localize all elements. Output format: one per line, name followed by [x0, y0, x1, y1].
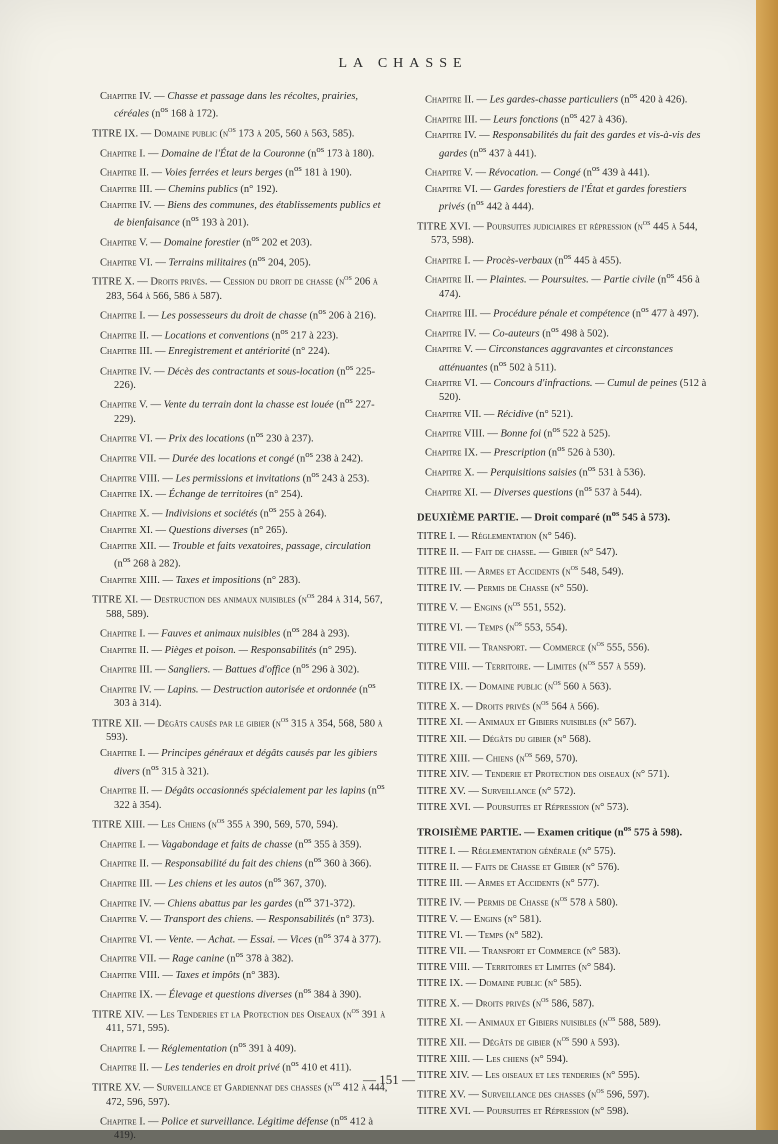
- toc-titre-entry: TITRE IX. — Domaine public (n° 585).: [417, 977, 714, 991]
- toc-chapitre-entry: Chapitre VI. — Concours d'infractions. —…: [417, 377, 714, 405]
- toc-titre-entry: TITRE X. — Droits privés. — Cession du d…: [92, 272, 389, 304]
- toc-titre-entry: TITRE X. — Droits privés (nos 564 à 566)…: [417, 697, 714, 715]
- toc-titre-entry: TITRE V. — Engins (n° 581).: [417, 913, 714, 927]
- page-number: — 151 —: [0, 1072, 778, 1088]
- toc-chapitre-entry: Chapitre III. — Les chiens et les autos …: [92, 874, 389, 892]
- toc-chapitre-entry: Chapitre IV. — Décès des contractants et…: [92, 362, 389, 394]
- toc-chapitre-entry: Chapitre V. — Domaine forestier (nos 202…: [92, 233, 389, 251]
- toc-chapitre-entry: Chapitre II. — Voies ferrées et leurs be…: [92, 163, 389, 181]
- toc-titre-entry: TITRE VIII. — Territoire. — Limites (nos…: [417, 657, 714, 675]
- toc-chapitre-entry: Chapitre III. — Leurs fonctions (nos 427…: [417, 110, 714, 128]
- toc-titre-entry: TITRE IV. — Permis de Chasse (nos 578 à …: [417, 893, 714, 911]
- toc-titre-entry: TITRE XII. — Dégâts causés par le gibier…: [92, 714, 389, 746]
- toc-chapitre-entry: Chapitre I. — Procès-verbaux (nos 445 à …: [417, 251, 714, 269]
- toc-chapitre-entry: Chapitre VII. — Récidive (n° 521).: [417, 408, 714, 422]
- toc-titre-entry: TITRE I. — Réglementation (n° 546).: [417, 530, 714, 544]
- toc-chapitre-entry: Chapitre VIII. — Les permissions et invi…: [92, 469, 389, 487]
- toc-chapitre-entry: Chapitre II. — Dégâts occasionnés spécia…: [92, 781, 389, 813]
- toc-chapitre-entry: Chapitre IV. — Responsabilités du fait d…: [417, 129, 714, 161]
- toc-titre-entry: TITRE VI. — Temps (n° 582).: [417, 929, 714, 943]
- toc-titre-entry: TITRE XVI. — Poursuites judiciaires et r…: [417, 217, 714, 249]
- toc-titre-entry: TITRE II. — Fait de chasse. — Gibier (n°…: [417, 546, 714, 560]
- toc-titre-entry: TITRE XIV. — Les Tenderies et la Protect…: [92, 1005, 389, 1037]
- toc-chapitre-entry: Chapitre III. — Procédure pénale et comp…: [417, 304, 714, 322]
- toc-titre-entry: TITRE XIII. — Les chiens (n° 594).: [417, 1053, 714, 1067]
- toc-chapitre-entry: Chapitre II. — Pièges et poison. — Respo…: [92, 644, 389, 658]
- book-page: LA CHASSE Chapitre IV. — Chasse et passa…: [0, 0, 778, 1130]
- toc-titre-entry: TITRE XV. — Surveillance (n° 572).: [417, 785, 714, 799]
- toc-chapitre-entry: Chapitre IV. — Chiens abattus par les ga…: [92, 894, 389, 912]
- toc-chapitre-entry: Chapitre X. — Indivisions et sociétés (n…: [92, 504, 389, 522]
- toc-chapitre-entry: Chapitre VII. — Rage canine (nos 378 à 3…: [92, 949, 389, 967]
- toc-chapitre-entry: Chapitre IV. — Chasse et passage dans le…: [92, 90, 389, 122]
- toc-chapitre-entry: Chapitre IX. — Prescription (nos 526 à 5…: [417, 443, 714, 461]
- toc-chapitre-entry: Chapitre III. — Chemins publics (n° 192)…: [92, 183, 389, 197]
- toc-chapitre-entry: Chapitre IX. — Élevage et questions dive…: [92, 985, 389, 1003]
- toc-chapitre-entry: Chapitre V. — Circonstances aggravantes …: [417, 343, 714, 375]
- toc-chapitre-entry: Chapitre VI. — Gardes forestiers de l'Ét…: [417, 183, 714, 215]
- toc-titre-entry: TITRE XIV. — Tenderie et Protection des …: [417, 768, 714, 782]
- toc-titre-entry: TITRE I. — Réglementation générale (n° 5…: [417, 845, 714, 859]
- toc-chapitre-entry: Chapitre VII. — Durée des locations et c…: [92, 449, 389, 467]
- toc-titre-entry: TITRE IV. — Permis de Chasse (n° 550).: [417, 582, 714, 596]
- toc-titre-entry: TITRE XII. — Dégâts de gibier (nos 590 à…: [417, 1033, 714, 1051]
- toc-titre-entry: TITRE XIII. — Chiens (nos 569, 570).: [417, 749, 714, 767]
- toc-chapitre-entry: Chapitre II. — Responsabilité du fait de…: [92, 854, 389, 872]
- toc-chapitre-entry: Chapitre I. — Principes généraux et dégâ…: [92, 747, 389, 779]
- toc-titre-entry: TITRE V. — Engins (nos 551, 552).: [417, 598, 714, 616]
- toc-chapitre-entry: Chapitre I. — Réglementation (nos 391 à …: [92, 1039, 389, 1057]
- toc-titre-entry: TITRE XIII. — Les Chiens (nos 355 à 390,…: [92, 815, 389, 833]
- toc-titre-entry: TITRE II. — Faits de Chasse et Gibier (n…: [417, 861, 714, 875]
- toc-titre-entry: TITRE XVI. — Poursuites et Répression (n…: [417, 801, 714, 815]
- toc-chapitre-entry: Chapitre XI. — Questions diverses (n° 26…: [92, 524, 389, 538]
- toc-chapitre-entry: Chapitre I. — Fauves et animaux nuisible…: [92, 624, 389, 642]
- toc-chapitre-entry: Chapitre IX. — Échange de territoires (n…: [92, 488, 389, 502]
- toc-titre-entry: TITRE VIII. — Territoires et Limites (n°…: [417, 961, 714, 975]
- toc-chapitre-entry: Chapitre VIII. — Bonne foi (nos 522 à 52…: [417, 424, 714, 442]
- toc-chapitre-entry: Chapitre VI. — Vente. — Achat. — Essai. …: [92, 930, 389, 948]
- toc-chapitre-entry: Chapitre V. — Révocation. — Congé (nos 4…: [417, 163, 714, 181]
- toc-titre-entry: TITRE XI. — Animaux et Gibiers nuisibles…: [417, 1013, 714, 1031]
- toc-chapitre-entry: Chapitre I. — Police et surveillance. Lé…: [92, 1112, 389, 1144]
- toc-part-heading: TROISIÈME PARTIE. — Examen critique (nos…: [417, 823, 714, 841]
- toc-chapitre-entry: Chapitre I. — Les possesseurs du droit d…: [92, 306, 389, 324]
- toc-titre-entry: TITRE IX. — Domaine public (nos 560 à 56…: [417, 677, 714, 695]
- toc-chapitre-entry: Chapitre VIII. — Taxes et impôts (n° 383…: [92, 969, 389, 983]
- toc-chapitre-entry: Chapitre II. — Plaintes. — Poursuites. —…: [417, 270, 714, 302]
- toc-titre-entry: TITRE XVI. — Poursuites et Répression (n…: [417, 1105, 714, 1119]
- toc-chapitre-entry: Chapitre XIII. — Taxes et impositions (n…: [92, 574, 389, 588]
- toc-chapitre-entry: Chapitre III. — Enregistrement et antéri…: [92, 345, 389, 359]
- toc-chapitre-entry: Chapitre II. — Les gardes-chasse particu…: [417, 90, 714, 108]
- toc-chapitre-entry: Chapitre VI. — Terrains militaires (nos …: [92, 253, 389, 271]
- toc-chapitre-entry: Chapitre IV. — Biens des communes, des é…: [92, 199, 389, 231]
- toc-titre-entry: TITRE XI. — Destruction des animaux nuis…: [92, 590, 389, 622]
- toc-chapitre-entry: Chapitre I. — Vagabondage et faits de ch…: [92, 835, 389, 853]
- toc-chapitre-entry: Chapitre XI. — Diverses questions (nos 5…: [417, 483, 714, 501]
- toc-titre-entry: TITRE XII. — Dégâts du gibier (n° 568).: [417, 733, 714, 747]
- toc-chapitre-entry: Chapitre II. — Locations et conventions …: [92, 326, 389, 344]
- running-head: LA CHASSE: [92, 56, 714, 72]
- book-spine: [756, 0, 778, 1130]
- toc-titre-entry: TITRE X. — Droits privés (nos 586, 587).: [417, 994, 714, 1012]
- toc-titre-entry: TITRE III. — Armes et Accidents (nos 548…: [417, 562, 714, 580]
- toc-titre-entry: TITRE XI. — Animaux et Gibiers nuisibles…: [417, 716, 714, 730]
- toc-chapitre-entry: Chapitre IV. — Co-auteurs (nos 498 à 502…: [417, 324, 714, 342]
- toc-titre-entry: TITRE VII. — Transport et Commerce (n° 5…: [417, 945, 714, 959]
- toc-chapitre-entry: Chapitre XII. — Trouble et faits vexatoi…: [92, 540, 389, 572]
- toc-titre-entry: TITRE VII. — Transport. — Commerce (nos …: [417, 638, 714, 656]
- toc-chapitre-entry: Chapitre V. — Vente du terrain dont la c…: [92, 395, 389, 427]
- toc-chapitre-entry: Chapitre VI. — Prix des locations (nos 2…: [92, 429, 389, 447]
- toc-titre-entry: TITRE IX. — Domaine public (nos 173 à 20…: [92, 124, 389, 142]
- toc-titre-entry: TITRE VI. — Temps (nos 553, 554).: [417, 618, 714, 636]
- toc-chapitre-entry: Chapitre I. — Domaine de l'État de la Co…: [92, 144, 389, 162]
- toc-chapitre-entry: Chapitre IV. — Lapins. — Destruction aut…: [92, 680, 389, 712]
- toc-chapitre-entry: Chapitre V. — Transport des chiens. — Re…: [92, 913, 389, 927]
- toc-body: Chapitre IV. — Chasse et passage dans le…: [92, 90, 714, 1144]
- toc-chapitre-entry: Chapitre X. — Perquisitions saisies (nos…: [417, 463, 714, 481]
- toc-chapitre-entry: Chapitre III. — Sangliers. — Battues d'o…: [92, 660, 389, 678]
- toc-titre-entry: TITRE III. — Armes et Accidents (n° 577)…: [417, 877, 714, 891]
- toc-part-heading: DEUXIÈME PARTIE. — Droit comparé (nos 54…: [417, 508, 714, 526]
